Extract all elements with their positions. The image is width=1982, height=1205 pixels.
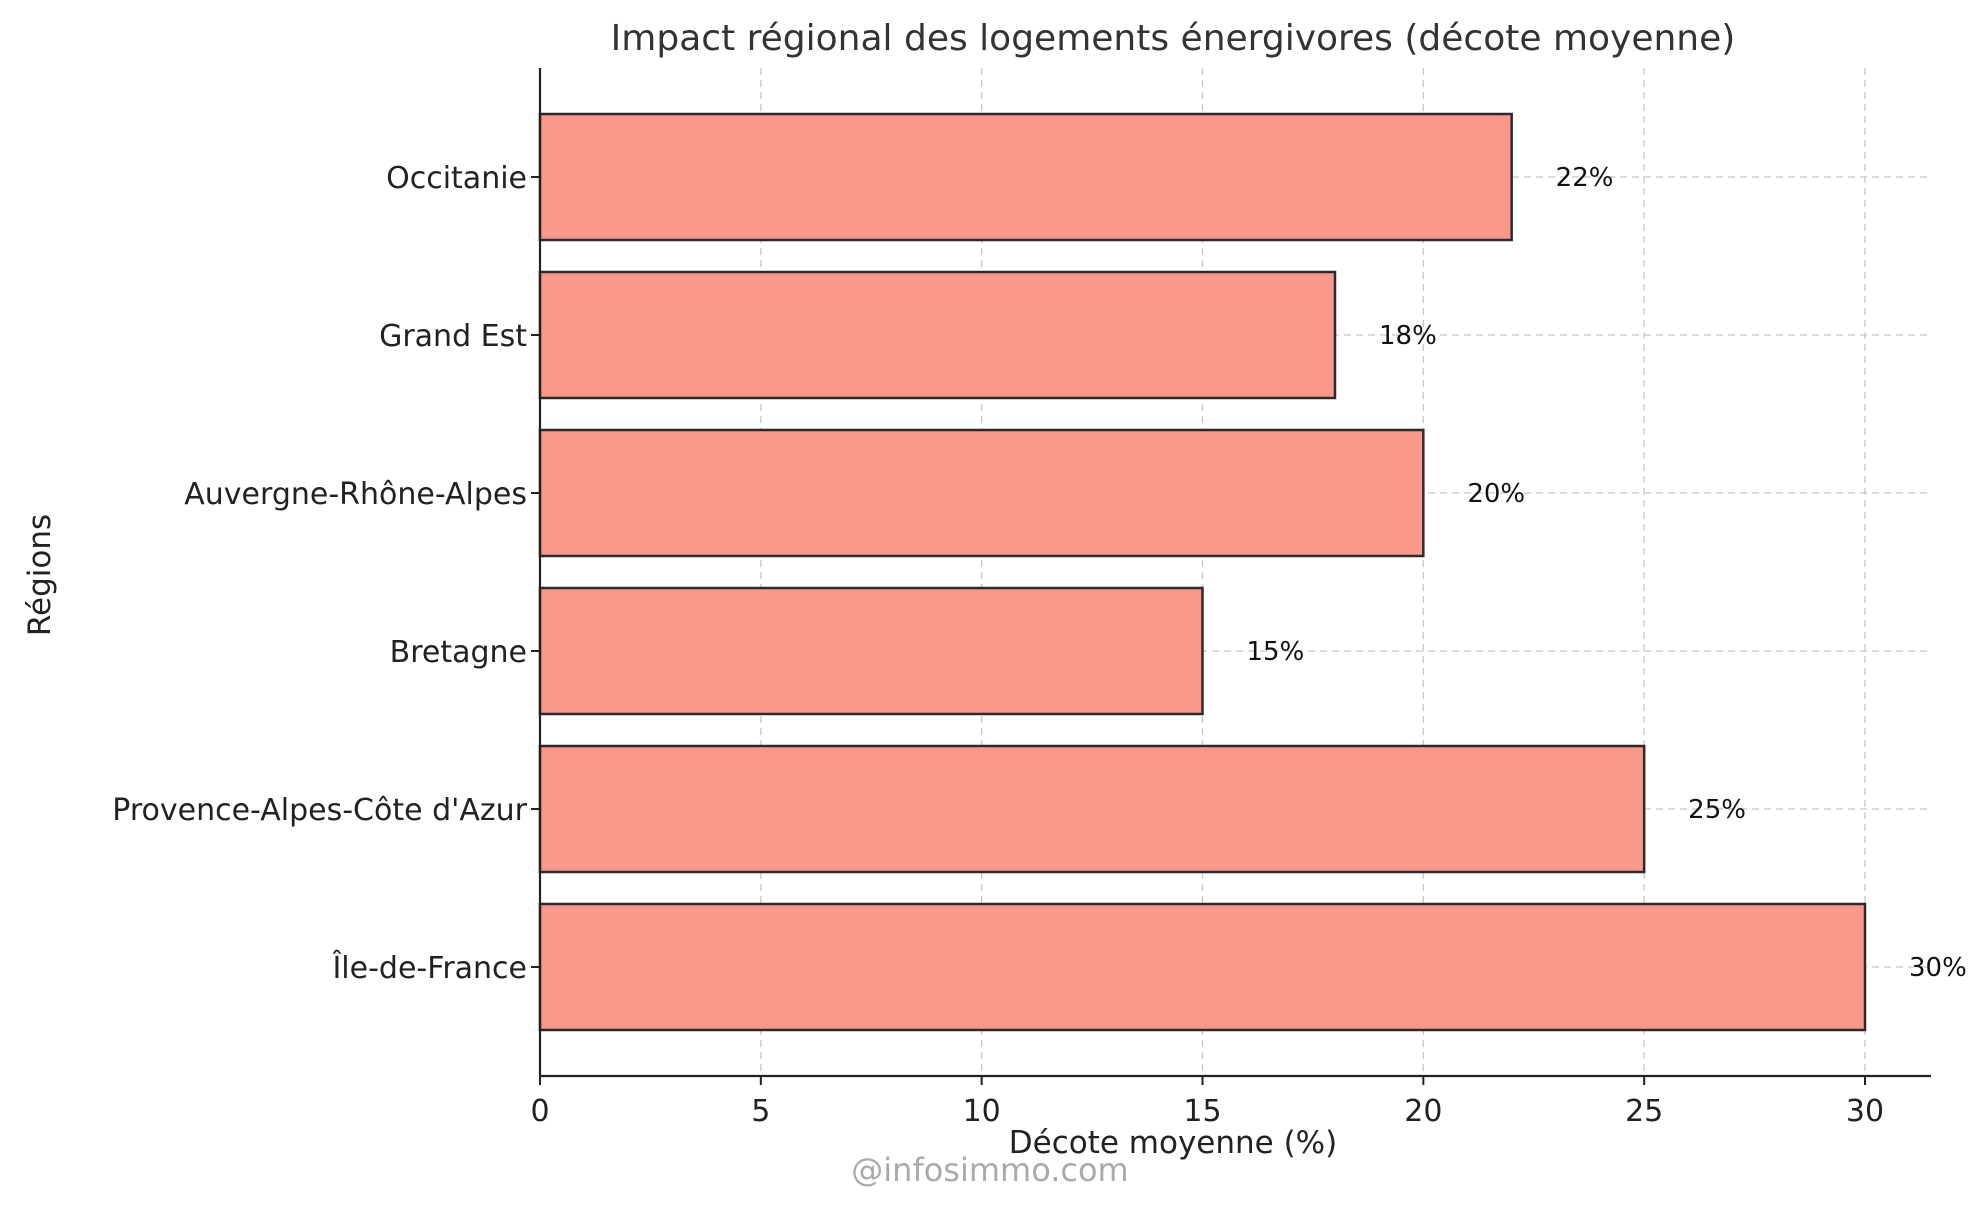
bar (538, 744, 1646, 874)
data-label: 18% (1379, 321, 1437, 351)
axes (538, 68, 1931, 1078)
data-label: 30% (1909, 953, 1967, 983)
category-label: Auvergne-Rhône-Alpes (184, 477, 527, 512)
x-tick-label: 30 (1846, 1094, 1884, 1129)
chart-title: Impact régional des logements énergivore… (611, 18, 1736, 59)
bar (538, 270, 1337, 400)
bar (538, 428, 1425, 558)
watermark: @infosimmo.com (851, 1151, 1128, 1189)
bars (538, 112, 1867, 1032)
data-label: 20% (1467, 479, 1525, 509)
data-label: 22% (1556, 163, 1614, 193)
x-tick-label: 0 (530, 1094, 549, 1129)
data-label: 15% (1247, 637, 1305, 667)
x-tick-label: 20 (1404, 1094, 1442, 1129)
y-axis-title: Régions (22, 514, 58, 636)
category-label: Île-de-France (331, 950, 527, 986)
category-label: Occitanie (386, 161, 527, 196)
data-label: 25% (1688, 795, 1746, 825)
category-label: Bretagne (390, 635, 527, 670)
ticks: 0 5 10 15 20 25 30 Île-de-France Provence-Alpes-… (112, 161, 1884, 1129)
x-tick-label: 15 (1183, 1094, 1221, 1129)
x-tick-label: 10 (963, 1094, 1001, 1129)
x-tick-label: 25 (1625, 1094, 1663, 1129)
x-tick-label: 5 (751, 1094, 770, 1129)
bar (538, 902, 1867, 1032)
x-axis-title: Décote moyenne (%) (1009, 1125, 1337, 1161)
bar (538, 586, 1204, 716)
category-label: Grand Est (379, 319, 527, 354)
category-label: Provence-Alpes-Côte d'Azur (112, 793, 527, 828)
bar (538, 112, 1513, 242)
data-labels: 30% 25% 15% 20% 18% 22% (1247, 163, 1967, 983)
